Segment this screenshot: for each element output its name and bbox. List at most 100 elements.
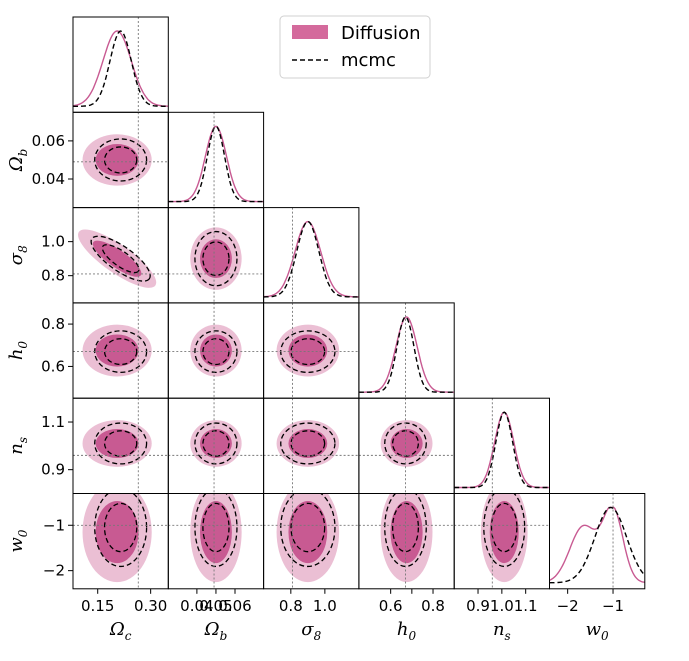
contour-mcmc-95 xyxy=(94,138,148,182)
contour-group xyxy=(73,493,169,589)
contour-mcmc-68 xyxy=(103,338,138,366)
x-axis-label-sub: b xyxy=(220,629,228,643)
x-tick-label-w_0: −2 xyxy=(557,597,579,615)
x-tick-label-Omega_c: 0.30 xyxy=(134,597,167,615)
contour-diffusion-68 xyxy=(288,334,328,367)
y-axis-label-sub: s xyxy=(16,437,30,443)
x-tick-label-n_s: 1.1 xyxy=(514,597,538,615)
contour-diffusion-68 xyxy=(288,428,328,458)
panel-w_0-sigma_8 xyxy=(263,493,360,590)
contour-diffusion-68 xyxy=(489,501,519,564)
contour-mcmc-68 xyxy=(202,502,230,553)
legend-label-diffusion: Diffusion xyxy=(341,23,420,44)
y-tick-label-sigma_8: 0.8 xyxy=(41,267,65,285)
panel-n_s-Omega_c xyxy=(72,397,169,495)
contour-mcmc-95 xyxy=(280,422,336,465)
panel-sigma_8-Omega_b xyxy=(167,207,265,304)
panel-h_0-sigma_8 xyxy=(263,302,360,399)
contour-mcmc-95 xyxy=(94,422,148,465)
y-tick-label-Omega_b: 0.06 xyxy=(32,132,65,150)
panel-w_0-w_0 xyxy=(549,493,646,590)
contour-diffusion-68 xyxy=(390,428,423,458)
x-axis-label-w_0: w0 xyxy=(586,619,609,643)
panel-frame xyxy=(263,207,360,304)
x-axis-label-Omega_b: Ωb xyxy=(204,619,228,643)
panel-h_0-Omega_c xyxy=(72,302,169,399)
contour-group xyxy=(358,398,455,494)
panel-n_s-n_s xyxy=(453,397,551,495)
y-tick-label-n_s: 0.9 xyxy=(41,461,65,479)
y-axis-label-sub: b xyxy=(16,149,30,157)
contour-diffusion-68 xyxy=(95,334,139,367)
contour-mcmc-68 xyxy=(290,430,326,457)
x-axis-label-n_s: ns xyxy=(493,619,511,643)
x-tick-label-w_0: −1 xyxy=(602,597,624,615)
legend: Diffusion mcmc xyxy=(279,15,431,79)
contour-diffusion-68 xyxy=(95,144,139,176)
contour-diffusion-68 xyxy=(390,501,423,564)
contour-group xyxy=(168,493,264,589)
x-axis-label-sub: 0 xyxy=(409,629,417,643)
contour-group xyxy=(73,398,169,494)
x-tick-label-n_s: 1.0 xyxy=(490,597,514,615)
contour-group xyxy=(358,493,455,589)
x-axis-label-sub: 8 xyxy=(314,629,322,643)
marginal-mcmc-sigma_8 xyxy=(263,220,359,298)
contour-group xyxy=(454,493,550,589)
panel-sigma_8-sigma_8 xyxy=(263,207,360,304)
contour-mcmc-68 xyxy=(490,502,518,553)
x-tick-label-Omega_c: 0.15 xyxy=(81,597,114,615)
panel-frame xyxy=(549,493,646,590)
panel-n_s-Omega_b xyxy=(167,397,265,495)
marginal-diffusion-sigma_8 xyxy=(263,220,359,298)
contour-mcmc-95 xyxy=(280,493,336,568)
x-axis-label-Omega_c: Ωc xyxy=(109,619,132,643)
contour-diffusion-68 xyxy=(200,334,232,367)
contour-diffusion-68 xyxy=(288,501,328,564)
panel-Omega_b-Omega_b xyxy=(167,111,265,209)
panel-n_s-sigma_8 xyxy=(263,397,360,495)
contour-mcmc-68 xyxy=(101,244,140,274)
marginal-mcmc-Omega_c xyxy=(73,30,169,107)
x-axis-label-sub: 0 xyxy=(601,629,609,643)
contour-mcmc-68 xyxy=(290,502,326,553)
y-axis-label-sub: 8 xyxy=(16,245,30,253)
contour-group xyxy=(263,302,359,399)
x-tick-label-Omega_b: 0.04 xyxy=(180,597,213,615)
x-axis-label-sub: s xyxy=(505,629,511,643)
marginal-diffusion-Omega_c xyxy=(72,30,169,107)
panel-h_0-h_0 xyxy=(358,302,455,399)
contour-mcmc-95 xyxy=(90,235,151,282)
y-tick-label-n_s: 1.1 xyxy=(41,413,65,431)
panel-w_0-n_s xyxy=(453,493,551,590)
contour-group xyxy=(73,112,169,208)
x-tick-label-sigma_8: 1.0 xyxy=(313,597,337,615)
panel-w_0-h_0 xyxy=(358,493,455,590)
x-tick-label-sigma_8: 0.8 xyxy=(279,597,303,615)
marginal-mcmc-n_s xyxy=(454,411,550,489)
contour-diffusion-68 xyxy=(200,428,232,458)
contour-group xyxy=(168,207,264,303)
contour-mcmc-95 xyxy=(194,493,238,568)
contour-diffusion-68 xyxy=(200,239,232,279)
x-tick-label-h_0: 0.8 xyxy=(421,597,445,615)
y-axis-label-n_s: ns xyxy=(6,437,30,455)
marginal-diffusion-Omega_b xyxy=(168,125,264,203)
marginal-diffusion-n_s xyxy=(454,411,550,489)
y-axis-label-h_0: h0 xyxy=(6,341,30,361)
panel-sigma_8-Omega_c xyxy=(72,207,169,304)
contour-mcmc-95 xyxy=(94,493,148,568)
contour-mcmc-68 xyxy=(103,146,138,174)
legend-label-mcmc: mcmc xyxy=(341,50,396,71)
x-axis-label-h_0: h0 xyxy=(397,619,417,643)
y-tick-label-sigma_8: 1.0 xyxy=(41,233,65,251)
panel-h_0-Omega_b xyxy=(167,302,265,399)
panel-w_0-Omega_b xyxy=(167,493,265,590)
marginal-mcmc-Omega_b xyxy=(168,125,264,203)
legend-swatch-diffusion xyxy=(292,25,328,39)
x-axis-label-sub: c xyxy=(125,629,132,643)
marginal-mcmc-h_0 xyxy=(358,316,455,393)
panel-Omega_b-Omega_c xyxy=(72,111,169,209)
panel-w_0-Omega_c xyxy=(72,493,169,590)
